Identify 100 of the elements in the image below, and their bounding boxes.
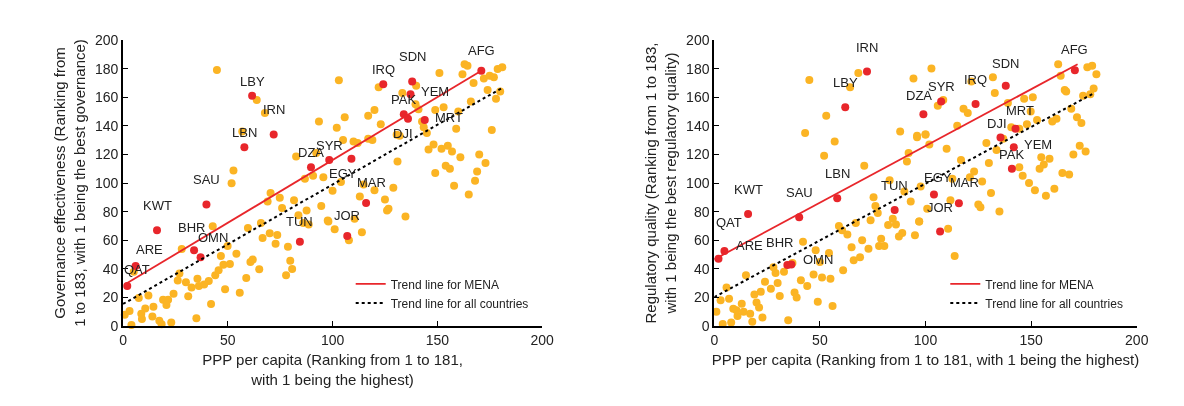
x-tick-label: 200: [530, 331, 554, 348]
annotation: IRN: [856, 40, 879, 55]
point: [202, 200, 211, 209]
annotation: OMN: [198, 230, 229, 245]
annotation: IRN: [263, 102, 286, 117]
annotation: ARE: [736, 238, 764, 253]
point: [1070, 66, 1079, 75]
annotation: DJI: [393, 126, 413, 141]
annotation: BHR: [766, 235, 794, 250]
point: [890, 205, 899, 214]
legend-label: Trend line for all countries: [390, 296, 529, 311]
point: [477, 66, 486, 75]
point: [954, 199, 963, 208]
point: [343, 231, 352, 240]
point: [153, 226, 161, 235]
annotation: ARE: [136, 242, 164, 257]
point: [1001, 81, 1010, 90]
annotation: AFG: [1061, 42, 1088, 57]
point: [408, 77, 417, 86]
point: [248, 91, 257, 100]
annotation: LBY: [240, 74, 265, 89]
point: [240, 143, 249, 152]
point: [403, 114, 412, 123]
y-tick-label: 100: [94, 174, 119, 191]
y-tick-label: 140: [94, 117, 119, 134]
y-tick-label: 100: [686, 174, 710, 191]
annotation: KWT: [734, 182, 763, 197]
y-tick-label: 40: [102, 260, 119, 277]
point: [306, 163, 315, 172]
y-tick-label: 60: [102, 232, 119, 249]
annotation: LBY: [833, 75, 858, 90]
point: [971, 99, 980, 108]
annotation: SDN: [992, 56, 1020, 71]
x-axis-title: PPP per capita (Ranking from 1 to 181, with 1 being the highest): [711, 351, 1140, 369]
x-tick-label: 100: [320, 331, 345, 348]
annotation: OMN: [803, 252, 834, 267]
annotation: IRQ: [372, 62, 396, 77]
y-tick-label: 160: [686, 89, 710, 106]
annotation: MAR: [357, 175, 386, 190]
annotation: QAT: [716, 215, 742, 230]
point: [190, 246, 199, 255]
y-tick-label: 140: [686, 117, 710, 134]
annotation: JOR: [334, 208, 360, 223]
y-tick-label: 80: [693, 203, 710, 220]
y-axis-title: Governance effectiveness (Ranking from 1 to 183, with 1 being the best governance): [51, 39, 88, 327]
point: [123, 281, 132, 290]
y-tick-label: 120: [94, 146, 119, 163]
y-tick-label: 40: [693, 260, 710, 277]
y-tick-label: 0: [701, 317, 710, 334]
annotation: EGY: [329, 166, 357, 181]
legend-label: Trend line for MENA: [390, 277, 499, 292]
point: [833, 194, 842, 203]
point: [936, 227, 945, 236]
point: [863, 67, 871, 76]
point: [379, 80, 388, 89]
annotation: MRT: [1006, 103, 1034, 118]
annotation: LBN: [232, 125, 258, 140]
x-tick-label: 150: [1019, 331, 1044, 348]
point: [841, 103, 850, 112]
annotation: JOR: [927, 200, 953, 215]
annotation: LBN: [825, 166, 851, 181]
point: [1007, 164, 1016, 173]
point: [362, 199, 371, 208]
annotation: PAK: [999, 147, 1025, 162]
annotation: PAK: [391, 92, 417, 107]
y-tick-label: 200: [94, 31, 119, 48]
x-tick-label: 50: [220, 331, 236, 348]
annotation: SAU: [193, 172, 220, 187]
y-tick-label: 20: [102, 289, 119, 306]
y-axis-title: Regulatory quality (Ranking from 1 to 183, with 1 being the best regulatory quality): [642, 42, 679, 324]
y-tick-label: 60: [693, 232, 710, 249]
annotation: YEM: [421, 84, 450, 99]
x-tick-label: 150: [425, 331, 450, 348]
annotation: MAR: [950, 175, 979, 190]
legend-label: Trend line for MENA: [985, 277, 1094, 292]
y-tick-label: 120: [686, 146, 710, 163]
point: [1011, 124, 1020, 133]
x-tick-label: 100: [913, 331, 938, 348]
x-tick-label: 200: [1125, 331, 1149, 348]
annotation: YEM: [1024, 137, 1053, 152]
annotation: KWT: [143, 198, 172, 213]
point: [929, 190, 938, 199]
y-tick-label: 20: [693, 289, 710, 306]
legend-label: Trend line for all countries: [985, 296, 1123, 311]
y-tick-label: 200: [686, 31, 710, 48]
annotation: DJI: [987, 116, 1007, 131]
point: [295, 237, 304, 246]
annotation: IRQ: [964, 72, 988, 87]
point: [347, 154, 356, 163]
y-tick-label: 180: [686, 60, 710, 77]
x-axis-title: PPP per capita (Ranking from 1 to 181, with 1 being the highest): [202, 351, 463, 388]
annotation: MRT: [435, 110, 463, 125]
point: [919, 110, 928, 119]
y-tick-label: 180: [94, 60, 119, 77]
annotation: AFG: [468, 43, 495, 58]
y-tick-label: 0: [110, 317, 119, 334]
point: [269, 130, 278, 139]
point: [744, 209, 753, 218]
annotation: TUN: [881, 178, 908, 193]
y-tick-label: 160: [94, 89, 119, 106]
